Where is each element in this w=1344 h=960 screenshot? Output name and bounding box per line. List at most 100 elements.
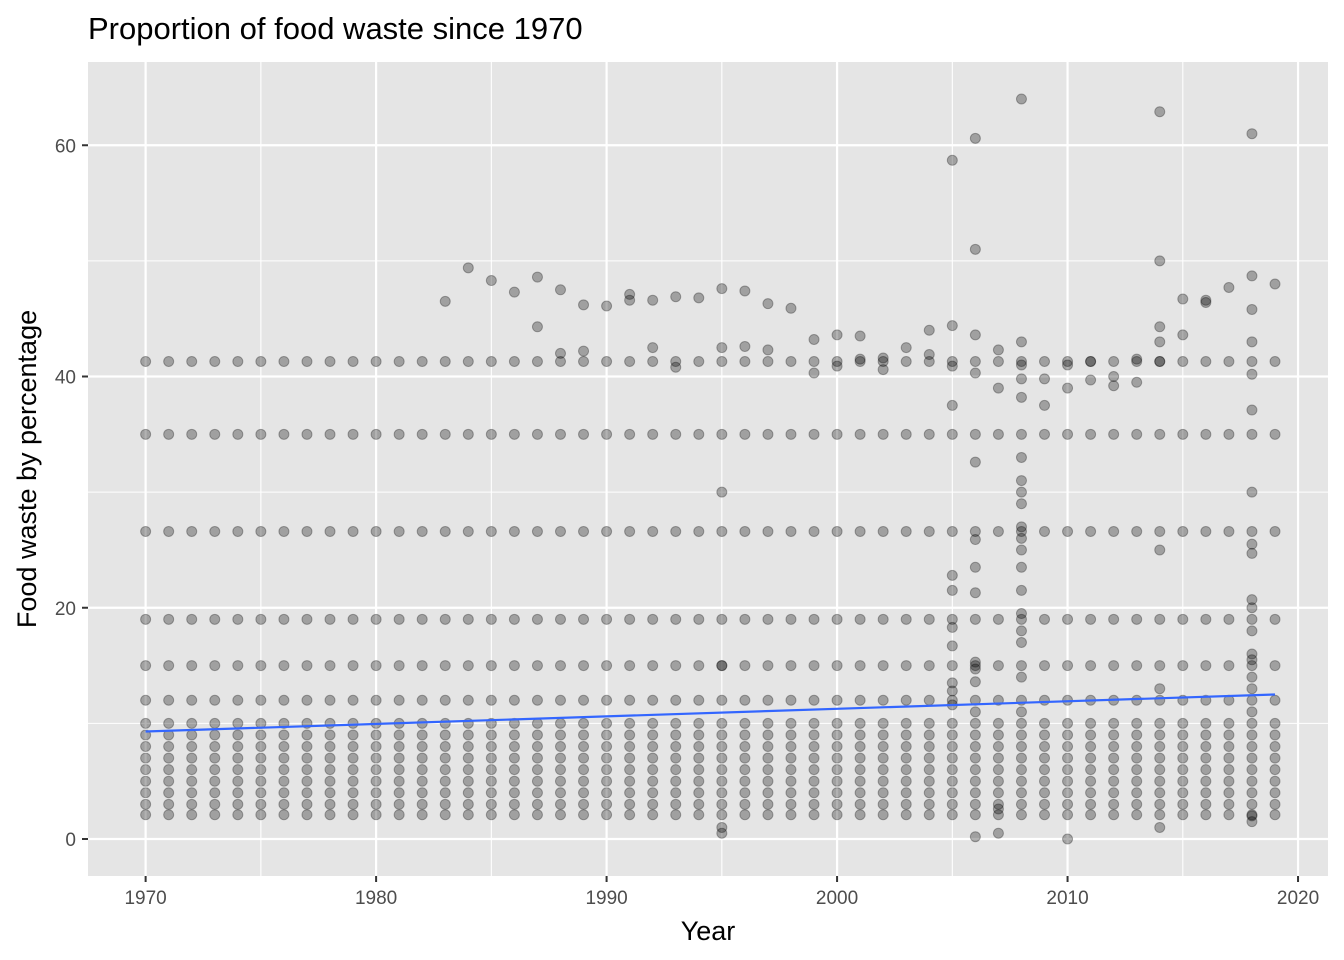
data-point xyxy=(462,525,474,537)
data-point xyxy=(347,729,359,741)
data-point xyxy=(1131,752,1143,764)
data-point xyxy=(462,729,474,741)
data-point xyxy=(1108,741,1120,752)
data-point xyxy=(485,613,497,625)
data-point xyxy=(1039,798,1051,810)
y-axis: 0 20 40 60 xyxy=(55,136,88,851)
data-point xyxy=(1269,694,1281,706)
data-point xyxy=(439,809,451,821)
data-point xyxy=(1131,741,1143,752)
data-point xyxy=(716,809,728,821)
data-point xyxy=(1246,717,1258,729)
data-point xyxy=(946,717,958,729)
data-point xyxy=(255,660,267,672)
data-point xyxy=(601,694,613,706)
data-point xyxy=(716,717,728,729)
data-point xyxy=(186,694,198,706)
data-point xyxy=(647,764,659,776)
data-point xyxy=(877,428,889,440)
data-point xyxy=(1246,810,1258,822)
data-point xyxy=(946,660,958,672)
chart-title: Proportion of food waste since 1970 xyxy=(88,11,583,46)
data-point xyxy=(992,355,1004,367)
data-point xyxy=(278,729,290,741)
data-point xyxy=(578,613,590,625)
data-point xyxy=(946,360,958,372)
data-point xyxy=(1015,660,1027,672)
data-point xyxy=(624,694,636,706)
data-point xyxy=(531,525,543,537)
data-point xyxy=(1154,525,1166,537)
data-point xyxy=(877,525,889,537)
data-point xyxy=(1246,547,1258,559)
data-point xyxy=(232,741,244,752)
data-point xyxy=(1062,660,1074,672)
data-point xyxy=(877,729,889,741)
data-point xyxy=(508,787,520,799)
data-point xyxy=(370,764,382,776)
data-point xyxy=(324,729,336,741)
data-point xyxy=(877,717,889,729)
data-point xyxy=(923,525,935,537)
data-point xyxy=(969,798,981,810)
data-point xyxy=(946,787,958,799)
data-point xyxy=(923,809,935,821)
data-point xyxy=(232,428,244,440)
data-point xyxy=(624,787,636,799)
data-point xyxy=(624,660,636,672)
data-point xyxy=(1246,428,1258,440)
data-point xyxy=(1108,428,1120,440)
data-point xyxy=(762,344,774,356)
data-point xyxy=(186,355,198,367)
data-point xyxy=(485,525,497,537)
data-point xyxy=(186,660,198,672)
data-point xyxy=(992,382,1004,394)
data-point xyxy=(508,741,520,752)
data-point xyxy=(209,798,221,810)
data-point xyxy=(739,660,751,672)
data-point xyxy=(439,729,451,741)
data-point xyxy=(324,613,336,625)
data-point xyxy=(693,787,705,799)
data-point xyxy=(393,764,405,776)
data-point xyxy=(1246,775,1258,787)
data-point xyxy=(969,613,981,625)
data-point xyxy=(992,787,1004,799)
data-point xyxy=(347,660,359,672)
data-point xyxy=(485,428,497,440)
data-point xyxy=(992,525,1004,537)
data-point xyxy=(969,787,981,799)
data-point xyxy=(301,613,313,625)
data-point xyxy=(739,809,751,821)
data-point xyxy=(647,752,659,764)
data-point xyxy=(693,694,705,706)
data-point xyxy=(370,729,382,741)
data-point xyxy=(716,821,728,833)
data-point xyxy=(232,613,244,625)
data-point xyxy=(301,752,313,764)
data-point xyxy=(1223,717,1235,729)
data-point xyxy=(1062,525,1074,537)
data-point xyxy=(1085,374,1097,386)
data-point xyxy=(624,741,636,752)
data-point xyxy=(209,355,221,367)
data-point xyxy=(601,798,613,810)
data-point xyxy=(462,787,474,799)
data-point xyxy=(969,717,981,729)
data-point xyxy=(439,355,451,367)
data-point xyxy=(969,428,981,440)
data-point xyxy=(278,764,290,776)
data-point xyxy=(992,775,1004,787)
data-point xyxy=(877,364,889,376)
data-point xyxy=(854,775,866,787)
data-point xyxy=(739,787,751,799)
data-point xyxy=(831,428,843,440)
data-point xyxy=(1062,775,1074,787)
data-point xyxy=(647,775,659,787)
data-point xyxy=(140,660,152,672)
data-point xyxy=(163,741,175,752)
data-point xyxy=(969,809,981,821)
data-point xyxy=(785,809,797,821)
data-point xyxy=(439,787,451,799)
